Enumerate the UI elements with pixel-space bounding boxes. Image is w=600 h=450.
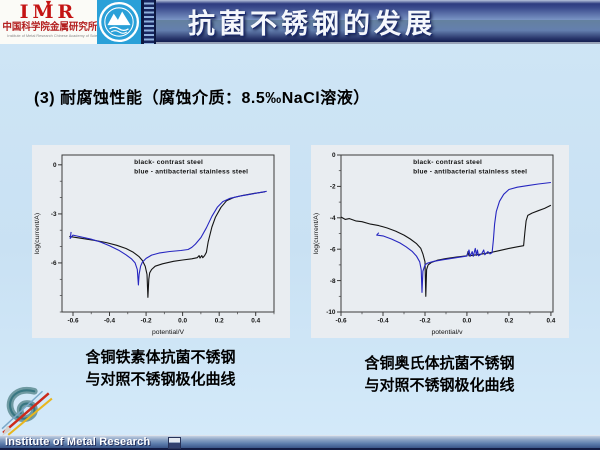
university-seal-icon bbox=[98, 1, 140, 43]
imr-logo: ▼ IMR 中国科学院金属研究所 Institute of Metal Rese… bbox=[0, 0, 97, 44]
imr-logo-triangle-icon: ▼ bbox=[44, 0, 53, 8]
page-title: 抗菌不锈钢的发展 bbox=[188, 8, 436, 39]
imr-logo-english-name: Institute of Metal Research Chinese Acad… bbox=[7, 33, 97, 38]
header: ▼ IMR 中国科学院金属研究所 Institute of Metal Rese… bbox=[0, 0, 600, 44]
caption-austenitic: 含铜奥氏体抗菌不锈钢 与对照不锈钢极化曲线 bbox=[311, 347, 569, 397]
title-bar: 抗菌不锈钢的发展 bbox=[156, 0, 600, 44]
svg-text:blue - antibacterial stainles: blue - antibacterial stainless steel bbox=[134, 169, 248, 176]
captions-row: 含铜铁素体抗菌不锈钢 与对照不锈钢极化曲线 含铜奥氏体抗菌不锈钢 与对照不锈钢极… bbox=[0, 347, 600, 397]
charts-row: -0.6 -0.4 -0.2 0.0 0.2 0.4 0 -3 -6 black- contras… bbox=[0, 145, 600, 338]
svg-text:0.0: 0.0 bbox=[462, 318, 471, 325]
polarization-chart-ferritic: -0.6 -0.4 -0.2 0.0 0.2 0.4 0 -3 -6 black- contras… bbox=[34, 154, 274, 336]
svg-text:-6: -6 bbox=[329, 246, 335, 253]
caption-austenitic-line2: 与对照不锈钢极化曲线 bbox=[364, 377, 515, 394]
chart-panel-ferritic: -0.6 -0.4 -0.2 0.0 0.2 0.4 0 -3 -6 black- contras… bbox=[31, 145, 290, 338]
caption-ferritic: 含铜铁素体抗菌不锈钢 与对照不锈钢极化曲线 bbox=[32, 347, 290, 397]
svg-text:0: 0 bbox=[52, 162, 56, 169]
svg-text:0.4: 0.4 bbox=[546, 318, 555, 325]
caption-ferritic-line1: 含铜铁素体抗菌不锈钢 bbox=[85, 349, 236, 366]
imr-3d-logo bbox=[1, 385, 55, 437]
university-logo bbox=[97, 0, 141, 44]
svg-text:log(current/A): log(current/A) bbox=[313, 213, 320, 254]
binding-separator bbox=[141, 0, 156, 44]
svg-text:-0.4: -0.4 bbox=[377, 318, 388, 325]
svg-text:-0.4: -0.4 bbox=[103, 318, 114, 325]
svg-text:potential/v: potential/v bbox=[431, 329, 463, 336]
slide-subtitle: (3) 耐腐蚀性能（腐蚀介质：8.5‰NaCl溶液） bbox=[34, 90, 370, 107]
svg-text:-0.6: -0.6 bbox=[335, 318, 346, 325]
svg-text:0.0: 0.0 bbox=[178, 318, 187, 325]
imr-logo-acronym: IMR bbox=[19, 1, 78, 23]
svg-text:-2: -2 bbox=[329, 184, 335, 191]
svg-text:-10: -10 bbox=[326, 309, 336, 316]
polarization-chart-austenitic: -0.6 -0.4 -0.2 0.0 0.2 0.4 0 -2 -4 -6 -8 -10 black- … bbox=[313, 152, 556, 336]
svg-text:black- contrast steel: black- contrast steel bbox=[134, 159, 203, 166]
svg-text:0: 0 bbox=[331, 152, 335, 159]
svg-text:black- contrast steel: black- contrast steel bbox=[413, 159, 482, 166]
caption-ferritic-line2: 与对照不锈钢极化曲线 bbox=[85, 371, 236, 388]
svg-text:-0.2: -0.2 bbox=[140, 318, 151, 325]
svg-text:-0.6: -0.6 bbox=[67, 318, 78, 325]
svg-text:0.2: 0.2 bbox=[504, 318, 513, 325]
svg-text:-6: -6 bbox=[50, 260, 56, 267]
svg-text:-3: -3 bbox=[50, 211, 56, 218]
svg-text:0.4: 0.4 bbox=[251, 318, 260, 325]
svg-text:-4: -4 bbox=[329, 215, 335, 222]
footer-widget-icon bbox=[168, 437, 181, 449]
svg-text:-8: -8 bbox=[329, 278, 335, 285]
footer-label: Institute of Metal Research bbox=[5, 436, 151, 448]
imr-3d-swirl-icon bbox=[1, 386, 53, 436]
chart-panel-austenitic: -0.6 -0.4 -0.2 0.0 0.2 0.4 0 -2 -4 -6 -8 -10 black- … bbox=[310, 145, 569, 338]
imr-logo-chinese-name: 中国科学院金属研究所 bbox=[2, 22, 97, 33]
caption-austenitic-line1: 含铜奥氏体抗菌不锈钢 bbox=[364, 355, 515, 372]
svg-text:-0.2: -0.2 bbox=[419, 318, 430, 325]
svg-text:0.2: 0.2 bbox=[214, 318, 223, 325]
svg-text:blue - antibacterial stainles: blue - antibacterial stainless steel bbox=[413, 169, 527, 176]
footer-bar: Institute of Metal Research bbox=[0, 435, 600, 450]
svg-text:log(current/A): log(current/A) bbox=[34, 213, 41, 254]
svg-text:potential/V: potential/V bbox=[151, 329, 184, 336]
